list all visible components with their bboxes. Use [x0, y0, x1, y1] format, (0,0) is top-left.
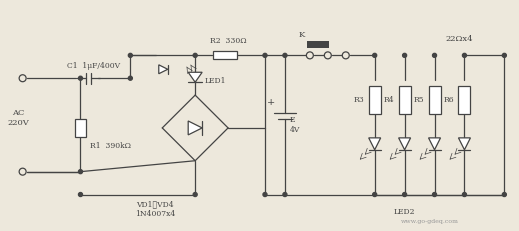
Circle shape	[78, 170, 83, 174]
Polygon shape	[159, 65, 168, 74]
Text: VD1～VD4
1N4007x4: VD1～VD4 1N4007x4	[135, 201, 175, 218]
Polygon shape	[429, 138, 441, 150]
Circle shape	[373, 53, 377, 57]
Bar	[458, 86, 470, 114]
Circle shape	[403, 53, 406, 57]
Text: 22Ωx4: 22Ωx4	[446, 35, 473, 43]
Circle shape	[283, 192, 287, 197]
Text: +: +	[267, 98, 275, 107]
Circle shape	[78, 192, 83, 197]
Bar	[75, 119, 86, 137]
Circle shape	[502, 192, 507, 197]
Circle shape	[78, 76, 83, 80]
Circle shape	[193, 53, 197, 57]
Text: E
4V: E 4V	[290, 116, 301, 134]
Circle shape	[403, 192, 406, 197]
Circle shape	[128, 76, 132, 80]
Text: R3: R3	[354, 96, 365, 104]
Circle shape	[432, 53, 436, 57]
Circle shape	[306, 52, 313, 59]
Text: C1  1μF/400V: C1 1μF/400V	[67, 62, 120, 70]
Bar	[399, 86, 411, 114]
Text: R1  390kΩ: R1 390kΩ	[90, 142, 131, 150]
Circle shape	[462, 192, 467, 197]
Circle shape	[263, 53, 267, 57]
Text: R4: R4	[384, 96, 394, 104]
Bar	[307, 41, 329, 49]
Polygon shape	[188, 72, 202, 82]
Bar	[429, 86, 441, 114]
Circle shape	[283, 53, 287, 57]
Text: K: K	[299, 31, 305, 40]
Text: R6: R6	[444, 96, 455, 104]
Circle shape	[342, 52, 349, 59]
Polygon shape	[188, 121, 202, 135]
Text: R2  330Ω: R2 330Ω	[210, 37, 247, 46]
Circle shape	[19, 75, 26, 82]
Circle shape	[502, 53, 507, 57]
Bar	[213, 51, 237, 59]
Polygon shape	[368, 138, 380, 150]
Polygon shape	[458, 138, 470, 150]
Circle shape	[263, 192, 267, 197]
Text: LED2: LED2	[394, 208, 415, 216]
Text: AC
220V: AC 220V	[8, 109, 30, 127]
Circle shape	[19, 168, 26, 175]
Circle shape	[193, 192, 197, 197]
Circle shape	[324, 52, 331, 59]
Text: R5: R5	[414, 96, 425, 104]
Text: www.go-gdeq.com: www.go-gdeq.com	[401, 219, 458, 224]
Circle shape	[373, 192, 377, 197]
Polygon shape	[399, 138, 411, 150]
Text: LED1: LED1	[204, 77, 226, 85]
Circle shape	[432, 192, 436, 197]
Circle shape	[462, 53, 467, 57]
Bar	[368, 86, 380, 114]
Circle shape	[128, 53, 132, 57]
